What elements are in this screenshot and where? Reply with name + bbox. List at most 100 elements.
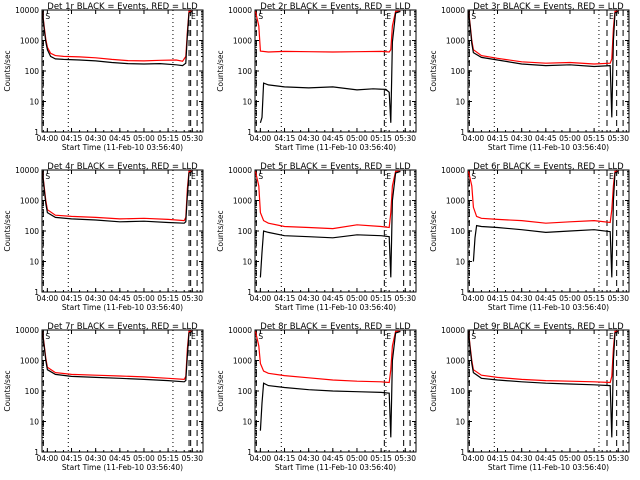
- marker-label-e: E: [609, 12, 614, 21]
- y-tick-label: 10000: [228, 166, 252, 175]
- y-axis-label: Counts/sec: [3, 50, 12, 91]
- x-tick-label: 04:00: [250, 134, 272, 143]
- panel-title: Det 5r BLACK = Events, RED = LLD: [260, 162, 411, 172]
- series-events-line: [472, 170, 619, 278]
- y-tick-label: 1000: [446, 197, 465, 206]
- x-tick-label: 04:15: [61, 294, 83, 303]
- x-tick-label: 04:15: [274, 454, 296, 463]
- x-tick-label: 04:30: [85, 294, 107, 303]
- series-events-line: [42, 170, 193, 224]
- y-tick-label: 1000: [233, 37, 252, 46]
- y-tick-label: 1000: [20, 357, 39, 366]
- x-tick-label: 05:15: [157, 294, 179, 303]
- y-tick-label: 1: [34, 128, 39, 137]
- x-tick-label: 05:30: [607, 294, 629, 303]
- series-events-line: [42, 330, 193, 383]
- series-lld-line: [255, 170, 401, 230]
- x-tick-label: 04:00: [463, 134, 485, 143]
- marker-label-s: S: [258, 332, 263, 341]
- x-tick-label: 04:45: [322, 294, 344, 303]
- series-events-line: [259, 10, 401, 123]
- x-tick-label: 05:00: [559, 454, 581, 463]
- series-events-line: [468, 330, 619, 438]
- y-tick-label: 100: [451, 387, 466, 396]
- x-tick-label: 05:00: [133, 294, 155, 303]
- y-tick-label: 1000: [20, 37, 39, 46]
- x-tick-label: 04:00: [250, 454, 272, 463]
- x-tick-label: 04:00: [463, 454, 485, 463]
- marker-label-e: E: [609, 332, 614, 341]
- series-events-line: [259, 170, 401, 278]
- x-tick-label: 04:00: [37, 134, 59, 143]
- x-tick-label: 05:15: [583, 134, 605, 143]
- x-tick-label: 04:30: [298, 294, 320, 303]
- x-tick-label: 04:00: [463, 294, 485, 303]
- series-events-line: [468, 10, 619, 118]
- x-tick-label: 04:15: [487, 134, 509, 143]
- y-tick-label: 10000: [441, 326, 465, 335]
- marker-label-e: E: [386, 172, 391, 181]
- x-tick-label: 05:30: [181, 134, 203, 143]
- x-tick-label: 04:45: [535, 294, 557, 303]
- x-tick-label: 04:45: [109, 454, 131, 463]
- y-tick-label: 1000: [446, 37, 465, 46]
- series-lld-line: [42, 170, 193, 222]
- x-tick-label: 05:00: [559, 134, 581, 143]
- y-tick-label: 10000: [228, 326, 252, 335]
- x-tick-label: 04:15: [487, 294, 509, 303]
- panel-title: Det 1r BLACK = Events, RED = LLD: [47, 2, 198, 12]
- x-tick-label: 05:15: [370, 454, 392, 463]
- x-axis-label: Start Time (11-Feb-10 03:56:40): [275, 463, 396, 472]
- marker-label-e: E: [191, 172, 196, 181]
- x-tick-label: 04:00: [250, 294, 272, 303]
- y-tick-label: 100: [25, 67, 40, 76]
- marker-label-e: E: [191, 332, 196, 341]
- x-axis-label: Start Time (11-Feb-10 03:56:40): [488, 463, 609, 472]
- y-axis-label: Counts/sec: [216, 370, 225, 411]
- marker-label-s: S: [258, 12, 263, 21]
- x-tick-label: 04:45: [535, 134, 557, 143]
- series-lld-line: [42, 330, 193, 381]
- y-tick-label: 10000: [15, 326, 39, 335]
- x-tick-label: 04:45: [322, 134, 344, 143]
- x-tick-label: 04:15: [487, 454, 509, 463]
- x-tick-label: 04:00: [37, 454, 59, 463]
- x-tick-label: 04:30: [511, 134, 533, 143]
- x-tick-label: 04:30: [298, 134, 320, 143]
- x-tick-label: 04:15: [274, 294, 296, 303]
- series-lld-line: [468, 170, 619, 224]
- x-tick-label: 05:30: [607, 454, 629, 463]
- plot-frame: [467, 329, 630, 453]
- y-axis-label: Counts/sec: [216, 50, 225, 91]
- y-tick-label: 1: [460, 448, 465, 457]
- panel-title: Det 4r BLACK = Events, RED = LLD: [47, 162, 198, 172]
- x-tick-label: 05:15: [583, 294, 605, 303]
- marker-label-s: S: [45, 12, 50, 21]
- x-tick-label: 05:00: [133, 134, 155, 143]
- panel-title: Det 6r BLACK = Events, RED = LLD: [473, 162, 624, 172]
- x-tick-label: 05:15: [157, 454, 179, 463]
- x-tick-label: 04:30: [85, 134, 107, 143]
- marker-label-e: E: [386, 12, 391, 21]
- y-tick-label: 10000: [15, 6, 39, 15]
- y-tick-label: 10: [29, 418, 39, 427]
- marker-label-s: S: [471, 332, 476, 341]
- x-tick-label: 05:30: [181, 454, 203, 463]
- y-axis-label: Counts/sec: [429, 50, 438, 91]
- y-tick-label: 100: [451, 67, 466, 76]
- marker-label-s: S: [258, 172, 263, 181]
- x-tick-label: 04:30: [511, 294, 533, 303]
- y-tick-label: 100: [238, 67, 253, 76]
- y-tick-label: 10: [242, 258, 252, 267]
- x-axis-label: Start Time (11-Feb-10 03:56:40): [488, 303, 609, 312]
- x-tick-label: 05:00: [559, 294, 581, 303]
- panel-title: Det 9r BLACK = Events, RED = LLD: [473, 322, 624, 332]
- x-tick-label: 04:45: [109, 294, 131, 303]
- x-tick-label: 05:00: [346, 134, 368, 143]
- marker-label-e: E: [609, 172, 614, 181]
